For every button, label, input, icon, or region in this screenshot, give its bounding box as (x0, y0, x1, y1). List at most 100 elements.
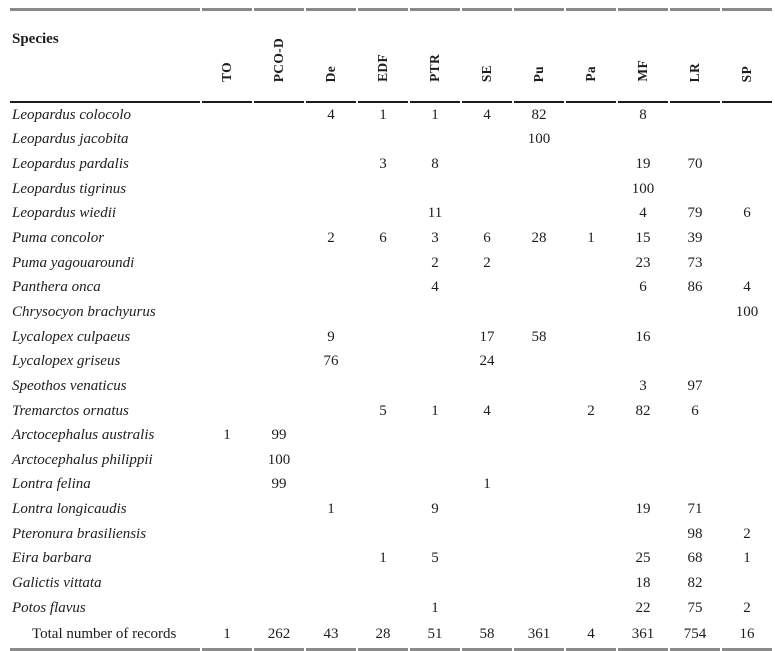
species-name: Lontra felina (12, 476, 91, 493)
value-cell: 5 (431, 550, 439, 567)
value-cell (722, 128, 772, 153)
value-cell (202, 325, 252, 350)
value-cell (514, 251, 564, 276)
value-cell (514, 177, 564, 202)
value-cell: 75 (687, 599, 703, 616)
value-cell (306, 374, 356, 399)
value-cell: 1 (223, 427, 231, 444)
species-row: Puma yagouaroundi 2 2 23 73 (10, 251, 772, 276)
value-cell (202, 448, 252, 473)
value-cell (358, 251, 408, 276)
value-cell (202, 103, 252, 128)
species-row: Eira barbara 1 5 25 68 1 (10, 547, 772, 572)
value-cell (670, 128, 720, 153)
value-cell (410, 300, 460, 325)
value-cell (202, 251, 252, 276)
value-cell: 98 (687, 525, 703, 542)
value-cell (358, 497, 408, 522)
value-cell: 82 (635, 402, 651, 419)
value-cell: 8 (639, 106, 647, 123)
value-cell: 23 (635, 254, 651, 271)
value-cell: 22 (635, 599, 651, 616)
total-value-cell: 361 (514, 620, 564, 651)
value-cell (514, 349, 564, 374)
value-cell: 2 (743, 599, 751, 616)
total-value-cell: 28 (358, 620, 408, 651)
column-header-to: TO (202, 8, 252, 103)
value-cell: 2 (743, 525, 751, 542)
value-cell (306, 251, 356, 276)
value-cell (358, 473, 408, 498)
value-cell (566, 275, 616, 300)
value-cell (462, 423, 512, 448)
value-cell: 1 (327, 501, 335, 518)
value-cell (358, 202, 408, 227)
total-value-cell: 58 (462, 620, 512, 651)
value-cell: 39 (687, 230, 703, 247)
value-cell (306, 399, 356, 424)
species-name: Leopardus colocolo (12, 106, 132, 123)
value-cell: 100 (267, 451, 291, 468)
value-cell: 71 (687, 501, 703, 518)
total-value-cell: 1 (202, 620, 252, 651)
table-body: Leopardus colocolo 4 1 1 4 82 8 Leopardus jacob… (10, 103, 772, 620)
value-cell (202, 349, 252, 374)
value-cell (358, 571, 408, 596)
value-cell: 70 (687, 156, 703, 173)
value-cell (514, 473, 564, 498)
value-cell (566, 202, 616, 227)
value-cell (254, 226, 304, 251)
species-row: Tremarctos ornatus 5 1 4 2 82 6 (10, 399, 772, 424)
species-row: Puma concolor 2 6 3 6 28 1 15 39 (10, 226, 772, 251)
value-cell: 82 (687, 574, 703, 591)
species-name: Puma yagouaroundi (12, 254, 135, 271)
species-row: Lycalopex culpaeus 9 17 58 16 (10, 325, 772, 350)
value-cell (670, 325, 720, 350)
value-cell: 3 (431, 230, 439, 247)
value-cell (618, 349, 668, 374)
value-cell (254, 497, 304, 522)
value-cell: 9 (431, 501, 439, 518)
value-cell (462, 547, 512, 572)
value-cell: 6 (743, 205, 751, 222)
value-cell (358, 325, 408, 350)
value-cell (410, 374, 460, 399)
value-cell (514, 547, 564, 572)
value-cell (514, 399, 564, 424)
value-cell (566, 300, 616, 325)
value-cell (462, 448, 512, 473)
value-cell (254, 275, 304, 300)
column-header-ptr: PTR (410, 8, 460, 103)
value-cell: 99 (271, 427, 287, 444)
value-cell (670, 349, 720, 374)
value-cell: 2 (431, 254, 439, 271)
value-cell (462, 177, 512, 202)
value-cell (306, 423, 356, 448)
value-cell (566, 349, 616, 374)
species-name: Lontra longicaudis (12, 501, 127, 518)
species-row: Lontra longicaudis 1 9 19 71 (10, 497, 772, 522)
value-cell (202, 399, 252, 424)
value-cell (618, 448, 668, 473)
species-name: Galictis vittata (12, 574, 102, 591)
value-cell (306, 275, 356, 300)
value-cell (566, 374, 616, 399)
total-value-cell: 43 (306, 620, 356, 651)
value-cell (254, 325, 304, 350)
value-cell (254, 202, 304, 227)
value-cell (618, 522, 668, 547)
value-cell (306, 547, 356, 572)
rotated-column-label: De (323, 65, 338, 82)
value-cell (514, 275, 564, 300)
value-cell (358, 522, 408, 547)
species-name: Chrysocyon brachyurus (12, 303, 156, 320)
value-cell (722, 103, 772, 128)
value-cell: 1 (379, 106, 387, 123)
value-cell (566, 497, 616, 522)
species-row: Leopardus pardalis 3 8 19 70 (10, 152, 772, 177)
value-cell (254, 103, 304, 128)
value-cell: 1 (587, 230, 595, 247)
value-cell (514, 448, 564, 473)
value-cell (410, 325, 460, 350)
